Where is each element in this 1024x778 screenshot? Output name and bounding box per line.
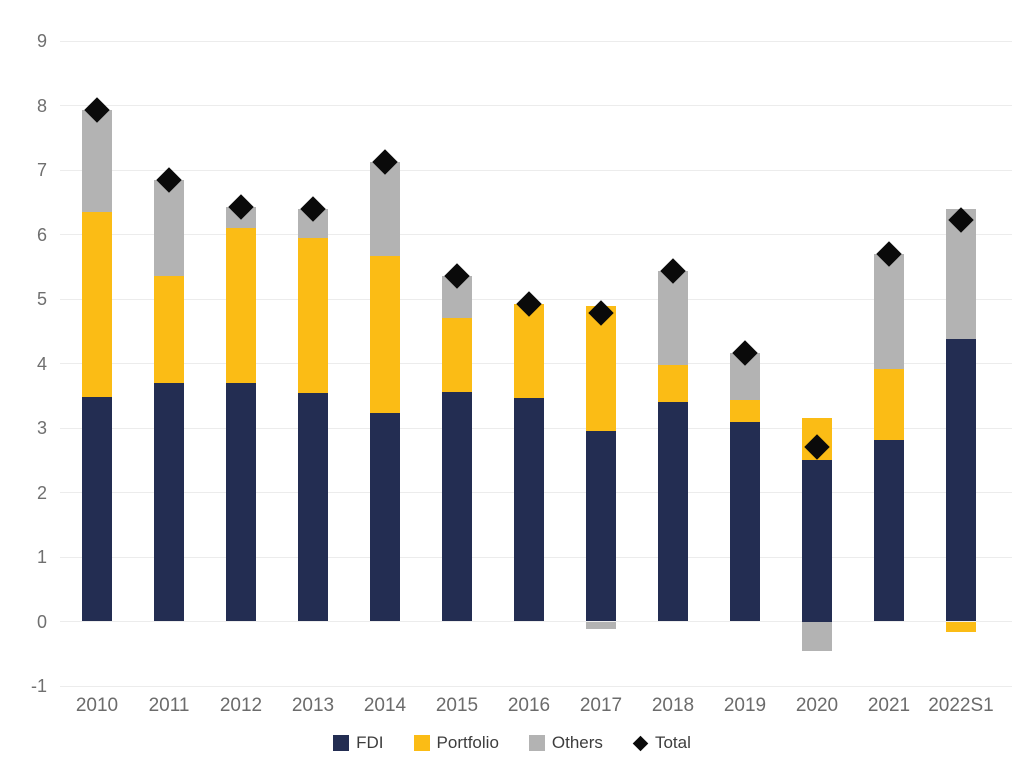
bar-segment-others-2021: [874, 253, 904, 369]
bar-segment-others-2010: [82, 110, 112, 212]
y-axis-tick--1: -1: [30, 676, 47, 696]
x-axis-tick-2021: 2021: [867, 695, 911, 716]
y-axis-tick-1: 1: [36, 547, 47, 567]
x-axis-tick-2020: 2020: [795, 695, 839, 716]
legend-label-fdi: FDI: [356, 733, 384, 752]
legend-item-fdi: FDI: [333, 732, 384, 754]
y-axis-tick-4: 4: [36, 353, 47, 374]
y-axis-tick-0: 0: [36, 611, 47, 632]
gridline-y-7: [60, 169, 1012, 171]
bar-segment-fdi-2017: [586, 430, 616, 622]
bar-segment-fdi-2020: [802, 460, 832, 622]
bar-segment-others-2014: [370, 161, 400, 257]
x-axis-tick-2012: 2012: [219, 695, 263, 716]
bar-segment-fdi-2016: [514, 398, 544, 622]
bar-segment-portfolio-2018: [658, 365, 688, 402]
bar-segment-portfolio-2017: [586, 306, 616, 431]
bar-segment-portfolio-2016: [514, 303, 544, 399]
y-axis-tick-9: 9: [36, 31, 47, 51]
bar-segment-others-2011: [154, 179, 184, 277]
bar-segment-fdi-2021: [874, 440, 904, 622]
x-axis-tick-2010: 2010: [75, 695, 119, 716]
x-axis-tick-2016: 2016: [507, 695, 551, 716]
legend: FDI Portfolio Others Total: [0, 732, 1024, 754]
bar-segment-fdi-2014: [370, 412, 400, 622]
bar-segment-others-2017: [586, 621, 616, 629]
legend-label-total: Total: [654, 733, 691, 752]
bar-segment-portfolio-2022S1: [946, 621, 976, 633]
bar-segment-fdi-2013: [298, 393, 328, 622]
legend-label-portfolio: Portfolio: [436, 733, 499, 752]
y-axis-tick-2: 2: [36, 482, 47, 503]
legend-item-portfolio: Portfolio: [413, 732, 499, 754]
bar-segment-fdi-2022S1: [946, 338, 976, 622]
x-axis-tick-2013: 2013: [291, 695, 335, 716]
others-swatch-icon: [528, 735, 545, 751]
y-axis-tick-5: 5: [36, 289, 47, 309]
bar-segment-fdi-2011: [154, 382, 184, 622]
bar-segment-portfolio-2013: [298, 237, 328, 394]
total-diamond-icon: [632, 735, 649, 751]
bar-segment-portfolio-2015: [442, 317, 472, 392]
fdi-swatch-icon: [333, 735, 350, 751]
bar-segment-fdi-2018: [658, 401, 688, 622]
legend-label-others: Others: [551, 733, 603, 752]
bar-segment-fdi-2015: [442, 391, 472, 622]
x-axis-tick-2019: 2019: [723, 695, 767, 716]
y-axis-tick-3: 3: [36, 418, 47, 438]
gridline-y-0: [60, 621, 1012, 622]
gridline-y--1: [60, 685, 1012, 687]
bar-segment-fdi-2019: [730, 422, 760, 622]
bar-segment-portfolio-2011: [154, 276, 184, 383]
bar-segment-portfolio-2019: [730, 399, 760, 423]
gridline-y-6: [60, 234, 1012, 235]
bar-segment-fdi-2010: [82, 397, 112, 622]
legend-item-others: Others: [528, 732, 603, 754]
bar-segment-portfolio-2012: [226, 228, 256, 383]
y-axis-tick-7: 7: [36, 160, 47, 180]
portfolio-swatch-icon: [413, 735, 430, 751]
y-axis-tick-8: 8: [36, 95, 47, 116]
x-axis-tick-2014: 2014: [363, 695, 407, 716]
y-axis-tick-6: 6: [36, 224, 47, 245]
x-axis-tick-2018: 2018: [651, 695, 695, 716]
bar-segment-portfolio-2021: [874, 368, 904, 441]
bar-segment-portfolio-2014: [370, 256, 400, 413]
gridline-y-8: [60, 105, 1012, 106]
x-axis-tick-2017: 2017: [579, 695, 623, 716]
x-axis-tick-2015: 2015: [435, 695, 479, 716]
bar-segment-others-2020: [802, 621, 832, 651]
bar-segment-others-2018: [658, 271, 688, 366]
x-axis-tick-2022S1: 2022S1: [928, 695, 994, 716]
bar-segment-portfolio-2010: [82, 211, 112, 398]
gridline-y-9: [60, 40, 1012, 42]
x-axis-tick-2011: 2011: [148, 695, 190, 716]
bar-segment-fdi-2012: [226, 382, 256, 622]
legend-item-total: Total: [632, 732, 691, 754]
